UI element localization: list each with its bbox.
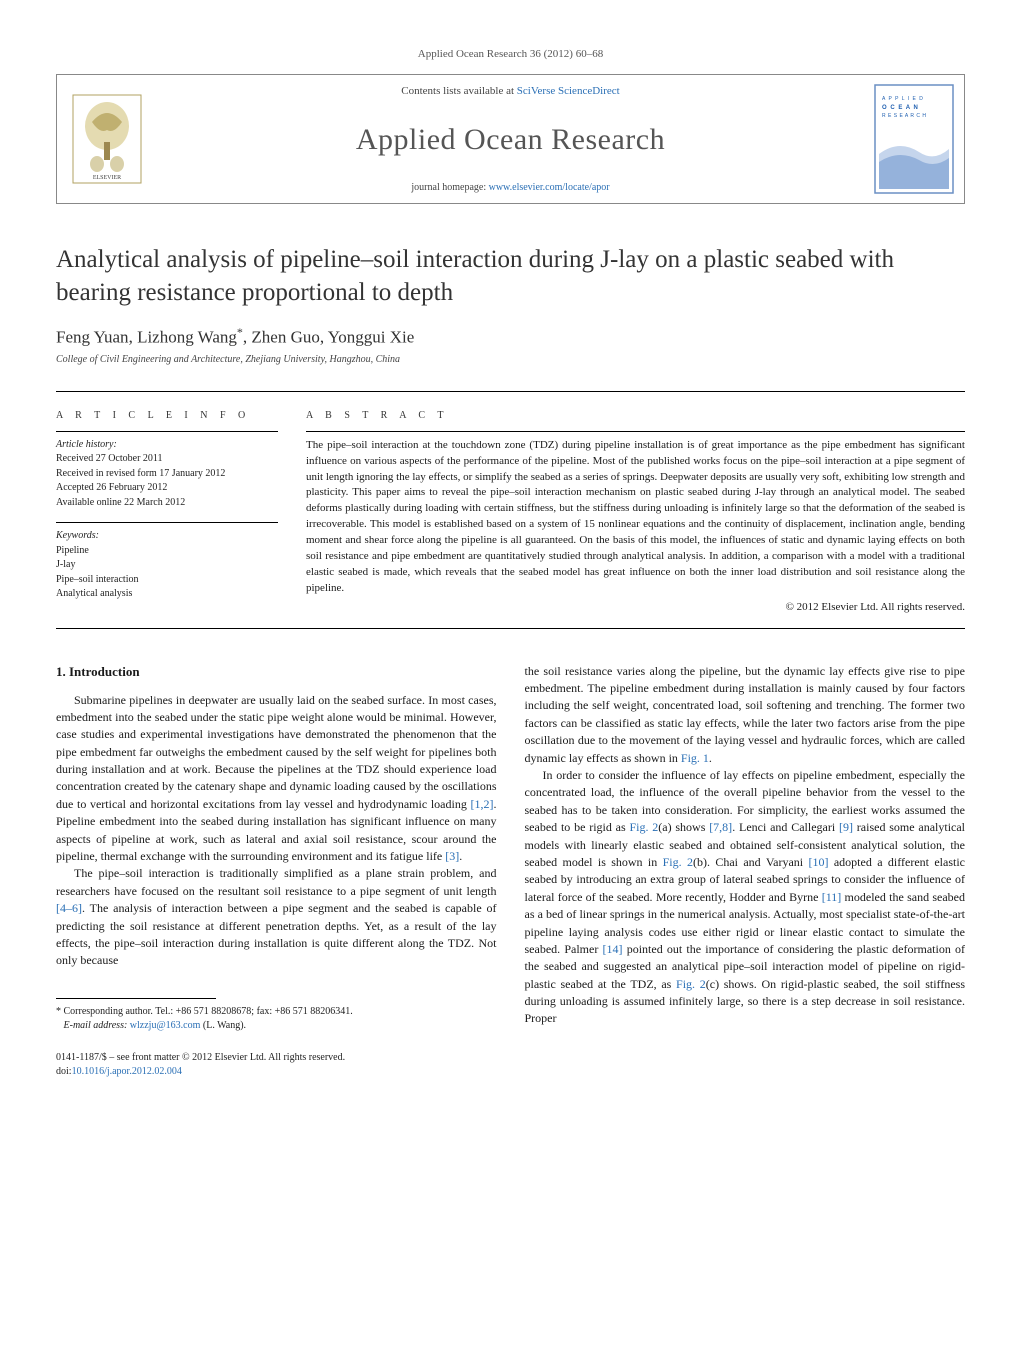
history-heading: Article history: [56, 439, 117, 450]
svg-text:O C E A N: O C E A N [882, 105, 919, 111]
svg-text:ELSEVIER: ELSEVIER [93, 175, 121, 181]
abstract-text: The pipe–soil interaction at the touchdo… [306, 438, 965, 597]
author-3: Zhen Guo [251, 328, 319, 347]
history-line: Available online 22 March 2012 [56, 497, 185, 508]
affiliation: College of Civil Engineering and Archite… [56, 354, 965, 365]
journal-homepage-link[interactable]: www.elsevier.com/locate/apor [489, 182, 610, 193]
history-line: Accepted 26 February 2012 [56, 482, 167, 493]
journal-header-box: ELSEVIER Contents lists available at Sci… [56, 74, 965, 204]
keyword: Pipe–soil interaction [56, 574, 139, 585]
journal-reference: Applied Ocean Research 36 (2012) 60–68 [56, 48, 965, 60]
body-text: The pipe–soil interaction is traditional… [56, 866, 497, 897]
doi-prefix: doi: [56, 1066, 72, 1077]
bottom-meta-rule [56, 628, 965, 629]
meta-abstract-row: A R T I C L E I N F O Article history: R… [56, 392, 965, 614]
body-text: . The analysis of interaction between a … [56, 901, 497, 967]
keyword: J-lay [56, 559, 75, 570]
copyright-line: © 2012 Elsevier Ltd. All rights reserved… [306, 601, 965, 613]
body-paragraph: The pipe–soil interaction is traditional… [56, 865, 497, 969]
svg-text:A P P L I E D: A P P L I E D [882, 96, 924, 102]
article-history-block: Article history: Received 27 October 201… [56, 438, 278, 511]
info-rule [56, 431, 278, 432]
contents-available-line: Contents lists available at SciVerse Sci… [401, 85, 619, 97]
keyword: Analytical analysis [56, 588, 132, 599]
body-paragraph: In order to consider the influence of la… [525, 767, 966, 1028]
contents-prefix: Contents lists available at [401, 85, 516, 97]
article-info-column: A R T I C L E I N F O Article history: R… [56, 392, 278, 614]
corresponding-mark-icon: * [237, 325, 243, 339]
author-1: Feng Yuan [56, 328, 129, 347]
citation-link[interactable]: [4–6] [56, 901, 82, 915]
footnote-mark: * [56, 1006, 61, 1017]
body-text: . Lenci and Callegari [732, 820, 839, 834]
citation-link[interactable]: [3] [445, 849, 459, 863]
homepage-prefix: journal homepage: [411, 182, 488, 193]
authors-line: Feng Yuan, Lizhong Wang*, Zhen Guo, Yong… [56, 325, 965, 348]
footnote-block: * Corresponding author. Tel.: +86 571 88… [56, 998, 497, 1079]
body-paragraph: the soil resistance varies along the pip… [525, 663, 966, 767]
author-2: Lizhong Wang [137, 328, 237, 347]
footnote-rule [56, 998, 216, 999]
figure-ref-link[interactable]: Fig. 1 [681, 751, 709, 765]
cover-icon: A P P L I E D O C E A N R E S E A R C H [874, 84, 954, 194]
figure-ref-link[interactable]: Fig. 2 [663, 855, 693, 869]
keywords-heading: Keywords: [56, 530, 99, 541]
citation-link[interactable]: [10] [809, 855, 829, 869]
article-title: Analytical analysis of pipeline–soil int… [56, 244, 965, 309]
front-matter-info: 0141-1187/$ – see front matter © 2012 El… [56, 1051, 497, 1079]
body-text: (b). Chai and Varyani [693, 855, 809, 869]
body-two-columns: 1. Introduction Submarine pipelines in d… [56, 663, 965, 1079]
body-text: (a) shows [658, 820, 709, 834]
body-text: Submarine pipelines in deepwater are usu… [56, 693, 497, 811]
section-1-heading: 1. Introduction [56, 663, 497, 682]
journal-cover-thumbnail: A P P L I E D O C E A N R E S E A R C H [864, 75, 964, 203]
citation-link[interactable]: [1,2] [471, 797, 494, 811]
header-center: Contents lists available at SciVerse Sci… [157, 75, 864, 203]
elsevier-tree-icon: ELSEVIER [72, 94, 142, 184]
citation-link[interactable]: [9] [839, 820, 853, 834]
keyword: Pipeline [56, 545, 89, 556]
body-paragraph: Submarine pipelines in deepwater are usu… [56, 692, 497, 866]
figure-ref-link[interactable]: Fig. 2 [629, 820, 658, 834]
sciencedirect-link[interactable]: SciVerse ScienceDirect [517, 85, 620, 97]
abstract-label: A B S T R A C T [306, 410, 965, 421]
footnote-text: Corresponding author. Tel.: +86 571 8820… [64, 1006, 353, 1017]
article-info-label: A R T I C L E I N F O [56, 410, 278, 421]
info-rule-2 [56, 522, 278, 523]
keywords-block: Keywords: Pipeline J-lay Pipe–soil inter… [56, 529, 278, 602]
abstract-column: A B S T R A C T The pipe–soil interactio… [306, 392, 965, 614]
citation-link[interactable]: [14] [603, 942, 623, 956]
front-matter-line: 0141-1187/$ – see front matter © 2012 El… [56, 1052, 345, 1063]
journal-name: Applied Ocean Research [356, 123, 665, 157]
elsevier-logo: ELSEVIER [57, 75, 157, 203]
body-text: the soil resistance varies along the pip… [525, 664, 966, 765]
abstract-rule [306, 431, 965, 432]
citation-link[interactable]: [7,8] [709, 820, 732, 834]
history-line: Received in revised form 17 January 2012 [56, 468, 225, 479]
author-4: Yonggui Xie [328, 328, 415, 347]
body-text: . [709, 751, 712, 765]
svg-text:R E S E A R C H: R E S E A R C H [882, 113, 926, 119]
figure-ref-link[interactable]: Fig. 2 [676, 977, 706, 991]
email-label: E-mail address: [64, 1020, 128, 1031]
citation-link[interactable]: [11] [822, 890, 842, 904]
history-line: Received 27 October 2011 [56, 453, 163, 464]
email-link[interactable]: wlzzju@163.com [130, 1020, 201, 1031]
email-suffix: (L. Wang). [203, 1020, 246, 1031]
body-text: . [459, 849, 462, 863]
corresponding-footnote: * Corresponding author. Tel.: +86 571 88… [56, 1005, 497, 1033]
doi-link[interactable]: 10.1016/j.apor.2012.02.004 [72, 1066, 182, 1077]
journal-homepage-line: journal homepage: www.elsevier.com/locat… [411, 182, 609, 193]
